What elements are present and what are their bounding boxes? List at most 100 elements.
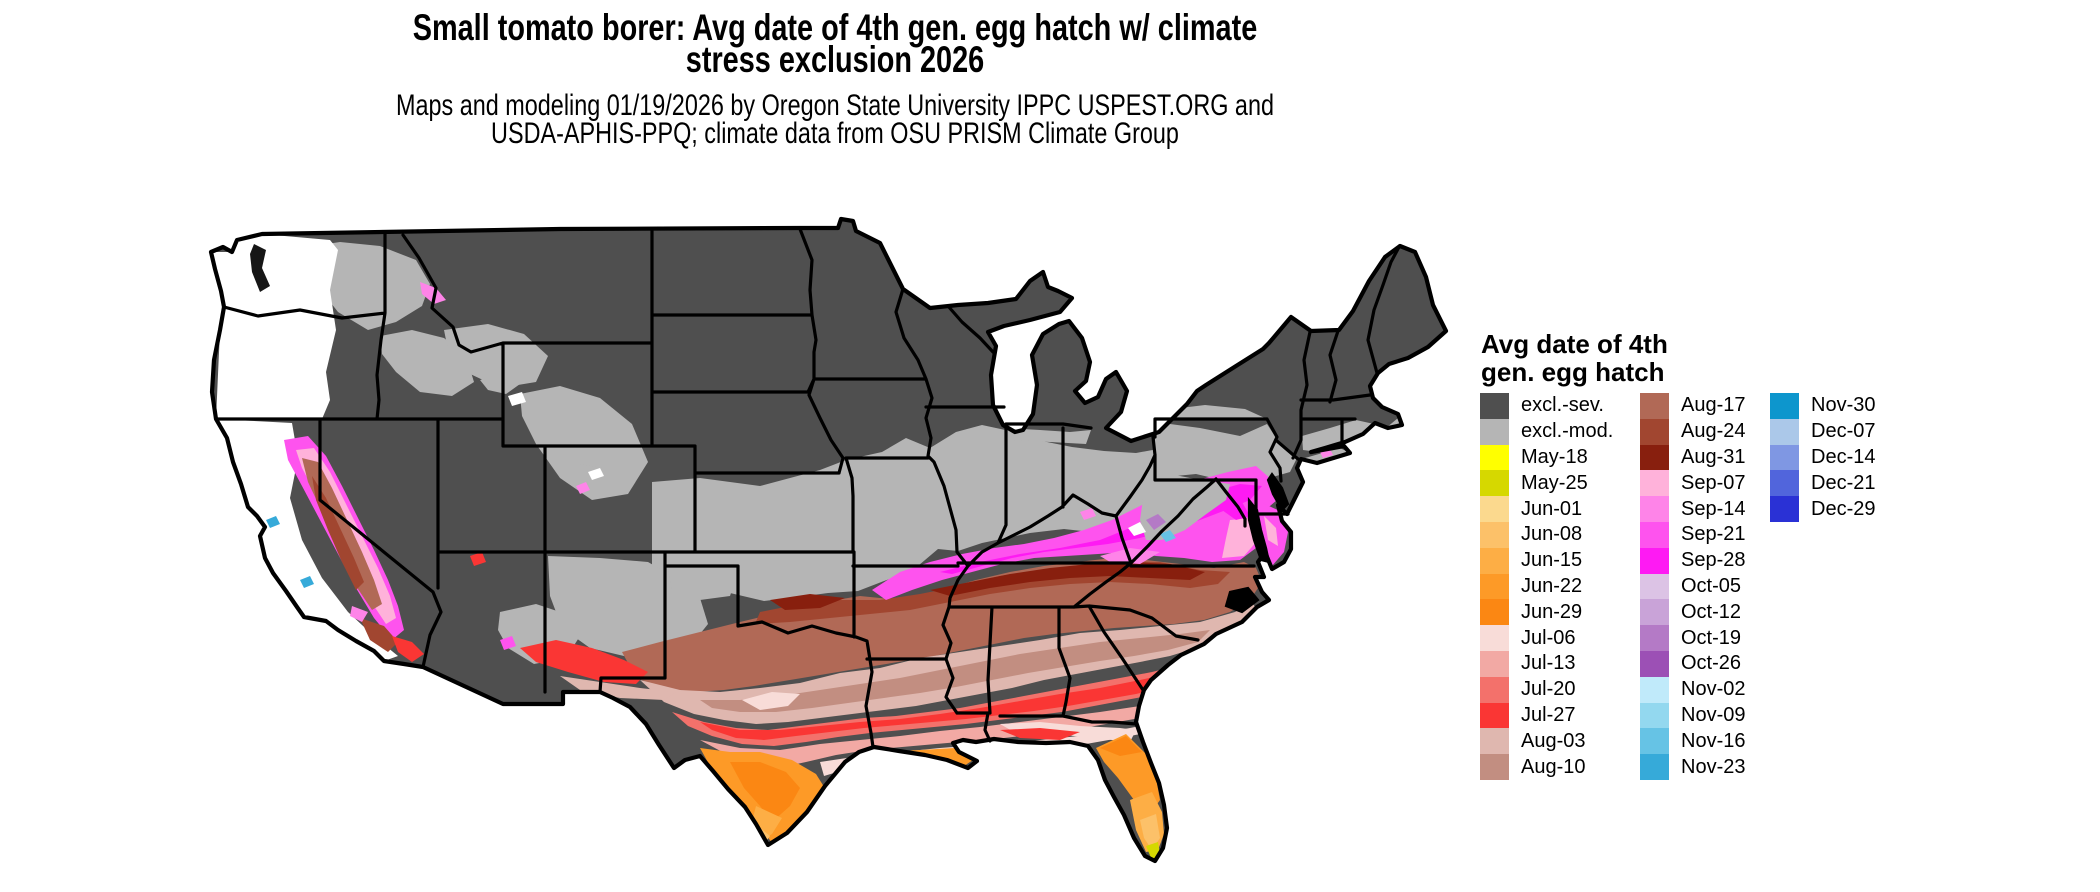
map-title-line1: Small tomato borer: Avg date of 4th gen.… [412, 7, 1258, 48]
map-zone-excl-moderate-pa [1155, 422, 1297, 482]
legend-swatch [1640, 496, 1669, 522]
map-speck-cyan-ca1 [266, 516, 280, 528]
title-block: Small tomato borer: Avg date of 4th gen.… [170, 7, 1500, 150]
legend-title-line1: Avg date of 4th [1481, 329, 1668, 359]
legend-label: Jul-20 [1521, 678, 1576, 701]
legend-swatch [1640, 521, 1669, 548]
legend-item: Jul-20 [1480, 676, 1613, 703]
legend-item: Dec-29 [1770, 496, 1875, 522]
map-zone-jul27-socal [392, 636, 424, 662]
legend-swatch [1770, 496, 1799, 522]
map-speck-white-wv [1128, 522, 1146, 536]
legend-label: Nov-23 [1681, 755, 1746, 778]
legend-swatch [1640, 573, 1669, 600]
legend-swatch [1640, 625, 1669, 651]
legend-item: May-18 [1480, 444, 1613, 471]
legend-label: Oct-19 [1681, 626, 1742, 649]
map-zone-may18-keys1 [1130, 866, 1142, 874]
legend-item: Nov-09 [1640, 702, 1746, 729]
legend-swatch [1640, 676, 1669, 703]
legend-swatch [1640, 754, 1669, 780]
legend-label: Aug-24 [1681, 420, 1746, 443]
legend-swatch [1480, 702, 1509, 729]
legend-swatch [1770, 470, 1799, 497]
map-zone-excl-moderate-txpanhandle [668, 570, 736, 600]
legend-title: Avg date of 4th gen. egg hatch [1481, 330, 1668, 386]
map-zone-sep07-va [1222, 518, 1258, 558]
subtitle-block: Maps and modeling 01/19/2026 by Oregon S… [170, 89, 1500, 150]
legend-item: May-25 [1480, 470, 1613, 497]
legend-swatch [1480, 496, 1509, 522]
legend-item: Jun-01 [1480, 496, 1613, 522]
legend-swatch [1640, 444, 1669, 471]
legend-label: Nov-16 [1681, 729, 1746, 752]
legend-label: Nov-02 [1681, 678, 1746, 701]
map-zone-jun29-southtx [730, 762, 800, 822]
legend-item: Nov-30 [1770, 393, 1875, 419]
legend-item: Jul-13 [1480, 650, 1613, 677]
legend-label: Oct-26 [1681, 652, 1742, 675]
map-zone-aug31-core [930, 562, 1205, 596]
legend-label: Aug-10 [1521, 755, 1586, 778]
map-subtitle-line2: USDA-APHIS-PPQ; climate data from OSU PR… [491, 117, 1179, 150]
map-zone-excl-moderate-co [572, 446, 616, 468]
map-speck-white-co [588, 468, 604, 480]
map-speck-cyan-wv [1160, 530, 1176, 542]
legend-label: Dec-07 [1811, 420, 1876, 443]
map-zone-may18-keys3 [1114, 870, 1126, 878]
legend-swatch [1480, 393, 1509, 419]
map-zone-excl-moderate-michigan [1006, 428, 1091, 444]
legend-item: Dec-14 [1770, 444, 1875, 471]
map-zone-excl-moderate-mt [480, 374, 520, 394]
map-zone-white-ca-coast [216, 419, 398, 661]
legend-item: Jul-06 [1480, 625, 1613, 651]
legend-item: Jul-27 [1480, 702, 1613, 729]
us-outline [208, 216, 1449, 864]
legend-label: Sep-21 [1681, 523, 1746, 546]
map-zone-white-pnw [211, 234, 338, 419]
legend-label: Dec-21 [1811, 471, 1876, 494]
legend-item: Aug-17 [1640, 393, 1746, 419]
legend-item: Oct-05 [1640, 573, 1746, 600]
legend-item: Dec-21 [1770, 470, 1876, 497]
legend-item: Nov-02 [1640, 676, 1746, 703]
pamlico-sound [1224, 586, 1260, 614]
legend-label: excl.-sev. [1521, 394, 1604, 417]
map-zone-jul27-stgeorge [470, 552, 486, 566]
legend-swatch [1640, 702, 1669, 729]
legend-item: Oct-19 [1640, 625, 1746, 651]
legend-label: Oct-05 [1681, 574, 1742, 597]
map-zone-jul06-tx [742, 692, 800, 710]
map-zone-excl-moderate-band [652, 425, 1162, 601]
legend-item: Aug-10 [1480, 754, 1613, 780]
legend-swatch [1480, 625, 1509, 651]
map-speck-sep14-wa [420, 282, 446, 304]
legend-swatch [1480, 444, 1509, 471]
legend-label: Aug-31 [1681, 445, 1746, 468]
legend-label: Aug-17 [1681, 394, 1746, 417]
legend-swatch [1480, 754, 1509, 780]
legend-item: excl.-mod. [1480, 418, 1613, 445]
legend-swatch [1480, 599, 1509, 626]
map-subtitle-line1: Maps and modeling 01/19/2026 by Oregon S… [396, 89, 1274, 122]
legend-swatch [1480, 573, 1509, 600]
legend-item: Sep-21 [1640, 521, 1746, 548]
legend-item: Sep-14 [1640, 496, 1746, 522]
map-zone-excl-moderate-nv [444, 324, 548, 388]
legend-label: May-25 [1521, 471, 1588, 494]
legend-item: Oct-26 [1640, 650, 1746, 677]
legend-label: Sep-07 [1681, 471, 1746, 494]
legend-item: Nov-23 [1640, 754, 1746, 780]
legend-swatch [1640, 650, 1669, 677]
map-zone-jun08-fl [1140, 814, 1160, 850]
legend-swatch [1770, 393, 1799, 419]
map-zone-sep07-delmarva [1264, 516, 1278, 546]
legend-label: Oct-12 [1681, 600, 1742, 623]
legend-label: Jun-01 [1521, 497, 1583, 520]
legend-column-2: Aug-17 Aug-24 Aug-31 Sep-07 Sep-14 Sep-2… [1640, 393, 1746, 780]
map-speck-white-mt [508, 392, 526, 406]
legend-column-1: excl.-sev. excl.-mod. May-18 May-25 Jun-… [1480, 393, 1613, 780]
legend-label: Jul-13 [1521, 652, 1576, 675]
